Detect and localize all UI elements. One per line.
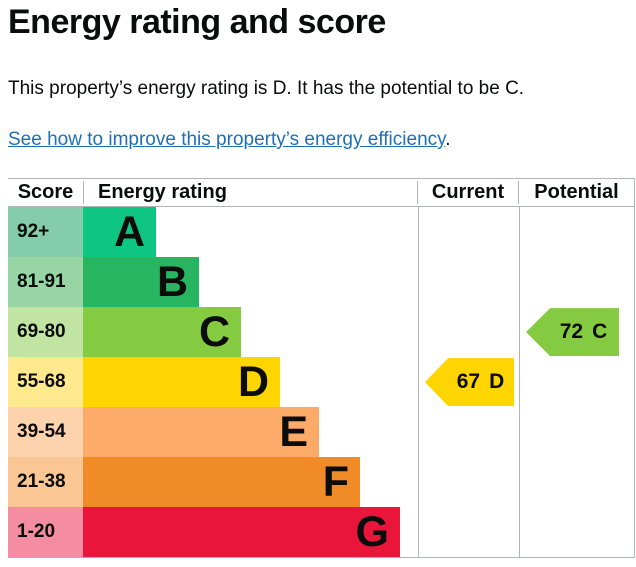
potential-rating-band: C <box>592 320 608 344</box>
header-score: Score <box>17 181 74 204</box>
band-row-e: 39-54 E <box>8 407 634 458</box>
band-row-c: 69-80 C <box>8 307 634 358</box>
score-cell: 81-91 <box>8 257 83 308</box>
current-rating-band: D <box>489 370 505 394</box>
chart-header-row: Score Energy rating Current Potential <box>8 179 634 208</box>
score-cell: 55-68 <box>8 357 83 408</box>
band-bar: D <box>83 357 280 408</box>
score-cell: 92+ <box>8 207 83 258</box>
band-row-b: 81-91 B <box>8 257 634 308</box>
improve-efficiency-link[interactable]: See how to improve this property’s energ… <box>8 129 446 151</box>
band-row-g: 1-20 G <box>8 507 634 558</box>
link-suffix-period: . <box>445 129 451 151</box>
score-cell: 21-38 <box>8 457 83 508</box>
band-bar: E <box>83 407 319 458</box>
band-bar: F <box>83 457 360 508</box>
current-rating-value: 67 <box>456 370 481 394</box>
rating-summary-text: This property’s energy rating is D. It h… <box>8 78 525 100</box>
current-column-divider <box>418 207 419 558</box>
current-rating-arrow: 67 D <box>425 358 514 407</box>
band-bar: G <box>83 507 400 558</box>
page-title: Energy rating and score <box>8 3 386 41</box>
band-bar: A <box>83 207 156 258</box>
header-energy-rating: Energy rating <box>83 181 417 205</box>
potential-rating-value: 72 <box>559 320 584 344</box>
band-bar: B <box>83 257 199 308</box>
potential-column-divider <box>519 207 520 558</box>
score-cell: 39-54 <box>8 407 83 458</box>
score-cell: 69-80 <box>8 307 83 358</box>
chart-body: 92+ A 81-91 B 69-80 C 55-68 D 39-54 E 21… <box>8 207 634 558</box>
improvement-link-row: See how to improve this property’s energ… <box>8 129 636 151</box>
band-bar: C <box>83 307 241 358</box>
energy-rating-chart: Score Energy rating Current Potential 92… <box>8 178 635 559</box>
header-current: Current <box>417 181 518 205</box>
header-potential: Potential <box>518 181 634 205</box>
band-row-f: 21-38 F <box>8 457 634 508</box>
band-row-d: 55-68 D <box>8 357 634 408</box>
score-cell: 1-20 <box>8 507 83 558</box>
band-row-a: 92+ A <box>8 207 634 258</box>
